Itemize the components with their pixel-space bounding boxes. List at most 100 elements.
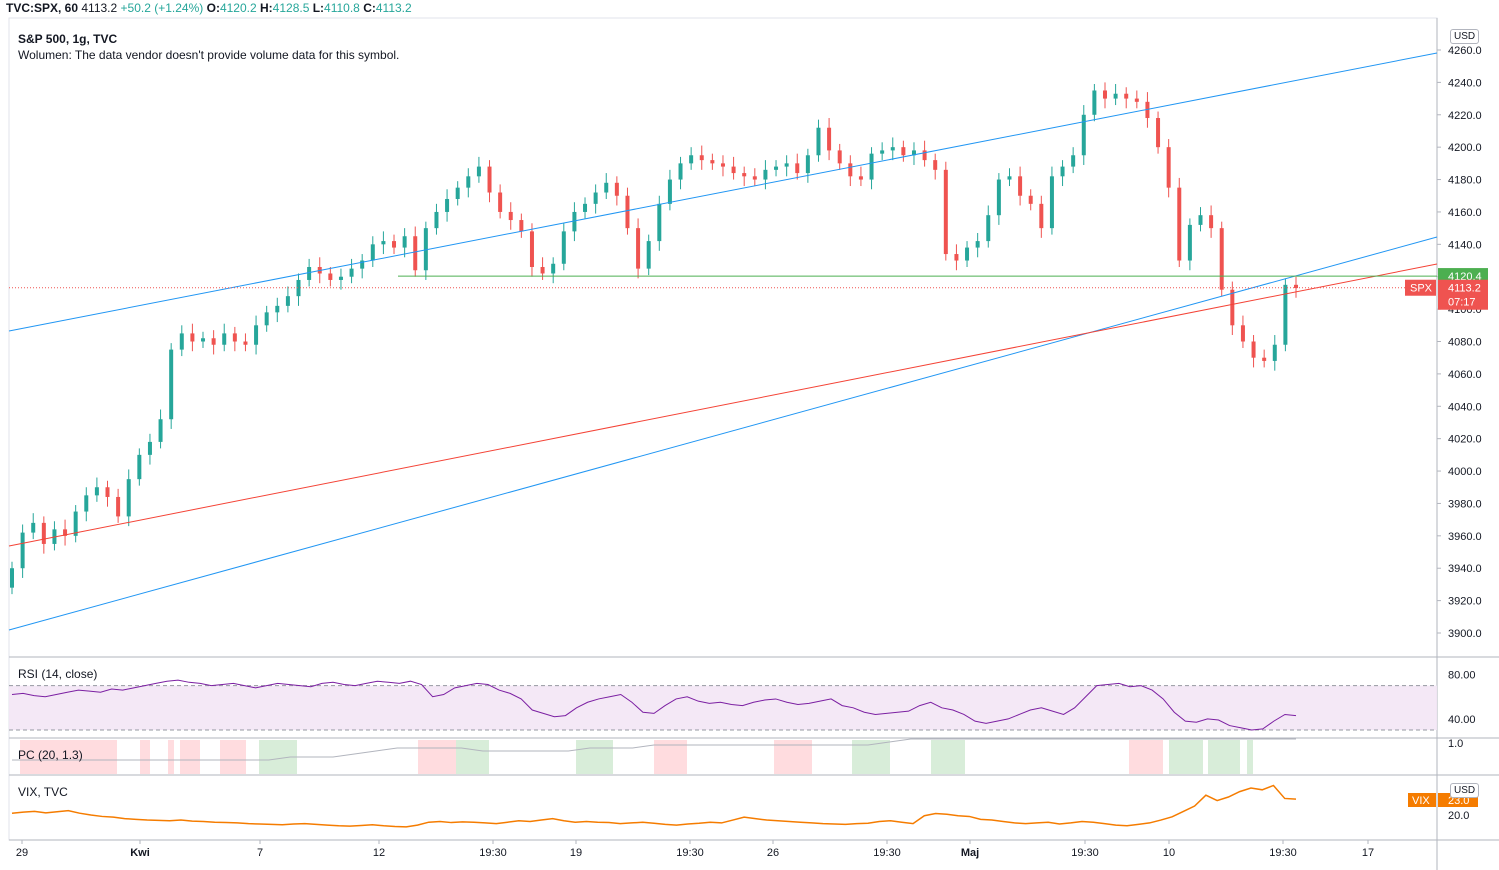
candle-body [965, 247, 970, 261]
candle-body [529, 231, 534, 268]
candle-body [476, 166, 481, 177]
pc-zone [140, 740, 150, 774]
close-value: 4113.2 [375, 1, 412, 15]
price-tick-label: 3960.0 [1448, 531, 1482, 543]
candle-body [1134, 98, 1139, 102]
candle-body [604, 182, 609, 193]
candle-body [1028, 195, 1033, 204]
candle-body [63, 529, 68, 536]
price-tick-label: 4260.0 [1448, 45, 1482, 57]
candle-body [837, 150, 842, 164]
time-tick-label: 10 [1163, 847, 1175, 859]
candle-body [370, 244, 375, 261]
candle-body [551, 263, 556, 274]
pc-zone [576, 740, 613, 774]
countdown-value: 07:17 [1448, 297, 1476, 309]
candle-body [307, 267, 312, 280]
candle-body [508, 211, 513, 221]
candle-body [201, 338, 206, 342]
candle-body [423, 228, 428, 271]
candle-body [232, 333, 237, 342]
candle-body [116, 496, 121, 517]
candle-body [275, 305, 280, 313]
candle-body [827, 127, 832, 151]
time-tick-label: 12 [373, 847, 385, 859]
time-tick-label: 7 [257, 847, 263, 859]
candle-body [774, 166, 779, 170]
price-tick-label: 4000.0 [1448, 466, 1482, 478]
low-value: 4110.8 [324, 1, 360, 15]
candle-body [84, 495, 89, 512]
time-tick-label: Maj [961, 847, 979, 859]
rsi-band [9, 685, 1437, 730]
pc-zone [456, 740, 489, 774]
candle-body [434, 211, 439, 229]
candle-body [1039, 203, 1044, 229]
vix-value: 23.0 [1448, 795, 1469, 807]
candle-body [1294, 284, 1298, 289]
candle-body [880, 150, 885, 154]
candle-body [816, 127, 821, 156]
candle-body [954, 254, 959, 261]
change-value: +50.2 (+1.24%) [120, 1, 204, 15]
symbol-header: TVC:SPX, 60 4113.2 +50.2 (+1.24%) O:4120… [0, 0, 1499, 16]
candle-body [1198, 215, 1203, 225]
candle-body [1272, 344, 1277, 361]
high-label: H: [260, 1, 273, 15]
candle-body [986, 215, 991, 242]
candle-body [1177, 187, 1182, 261]
pc-zone [654, 740, 687, 774]
symbol-name[interactable]: TVC:SPX, 60 [6, 1, 79, 15]
candle-body [678, 163, 683, 180]
candle-body [561, 231, 566, 264]
time-tick-label: 19:30 [873, 847, 901, 859]
vix-currency-badge[interactable]: USD [1450, 783, 1480, 798]
price-tick-label: 4180.0 [1448, 175, 1482, 187]
candle-body [73, 511, 78, 536]
candle-body [498, 192, 503, 212]
candle-body [1049, 176, 1054, 229]
last-price-value: 4113.2 [1448, 283, 1481, 295]
rsi-line [11, 679, 1297, 731]
candle-body [784, 163, 789, 167]
candle-body [943, 169, 948, 255]
pc-zone [852, 740, 890, 774]
rsi-title: RSI (14, close) [18, 667, 98, 681]
candle-body [296, 279, 301, 297]
vix-title: VIX, TVC [18, 785, 68, 799]
pc-zone [418, 740, 456, 774]
candle-body [94, 487, 99, 496]
candle-body [636, 228, 641, 269]
upper-trend-line [8, 52, 1438, 332]
candle-body [147, 441, 152, 455]
price-tick-label: 3900.0 [1448, 628, 1482, 640]
candle-body [614, 182, 619, 196]
pc-zone [1208, 740, 1240, 774]
currency-badge[interactable]: USD [1450, 29, 1480, 44]
pc-zone [931, 740, 965, 774]
candle-body [763, 169, 768, 180]
pc-zone [180, 740, 200, 774]
candle-body [572, 211, 577, 232]
vix-tick: 20.0 [1448, 810, 1469, 822]
candle-body [285, 296, 290, 306]
vix-tag-box [1408, 793, 1436, 807]
price-tick-label: 4200.0 [1448, 142, 1482, 154]
candle-body [996, 179, 1001, 216]
candle-body [222, 333, 227, 345]
candle-body [338, 276, 343, 280]
pc-zone [1247, 740, 1253, 774]
candle-body [392, 241, 397, 248]
last-price-value: 4113.2 [81, 1, 118, 15]
close-label: C: [363, 1, 376, 15]
candle-body [848, 163, 853, 177]
candle-body [657, 203, 662, 242]
candle-body [625, 195, 630, 229]
pc-zone [220, 740, 246, 774]
price-tick-label: 4040.0 [1448, 401, 1482, 413]
rsi-tick-80: 80.00 [1448, 670, 1476, 682]
candle-body [105, 487, 110, 497]
candle-body [466, 176, 471, 188]
candle-body [1251, 341, 1256, 358]
